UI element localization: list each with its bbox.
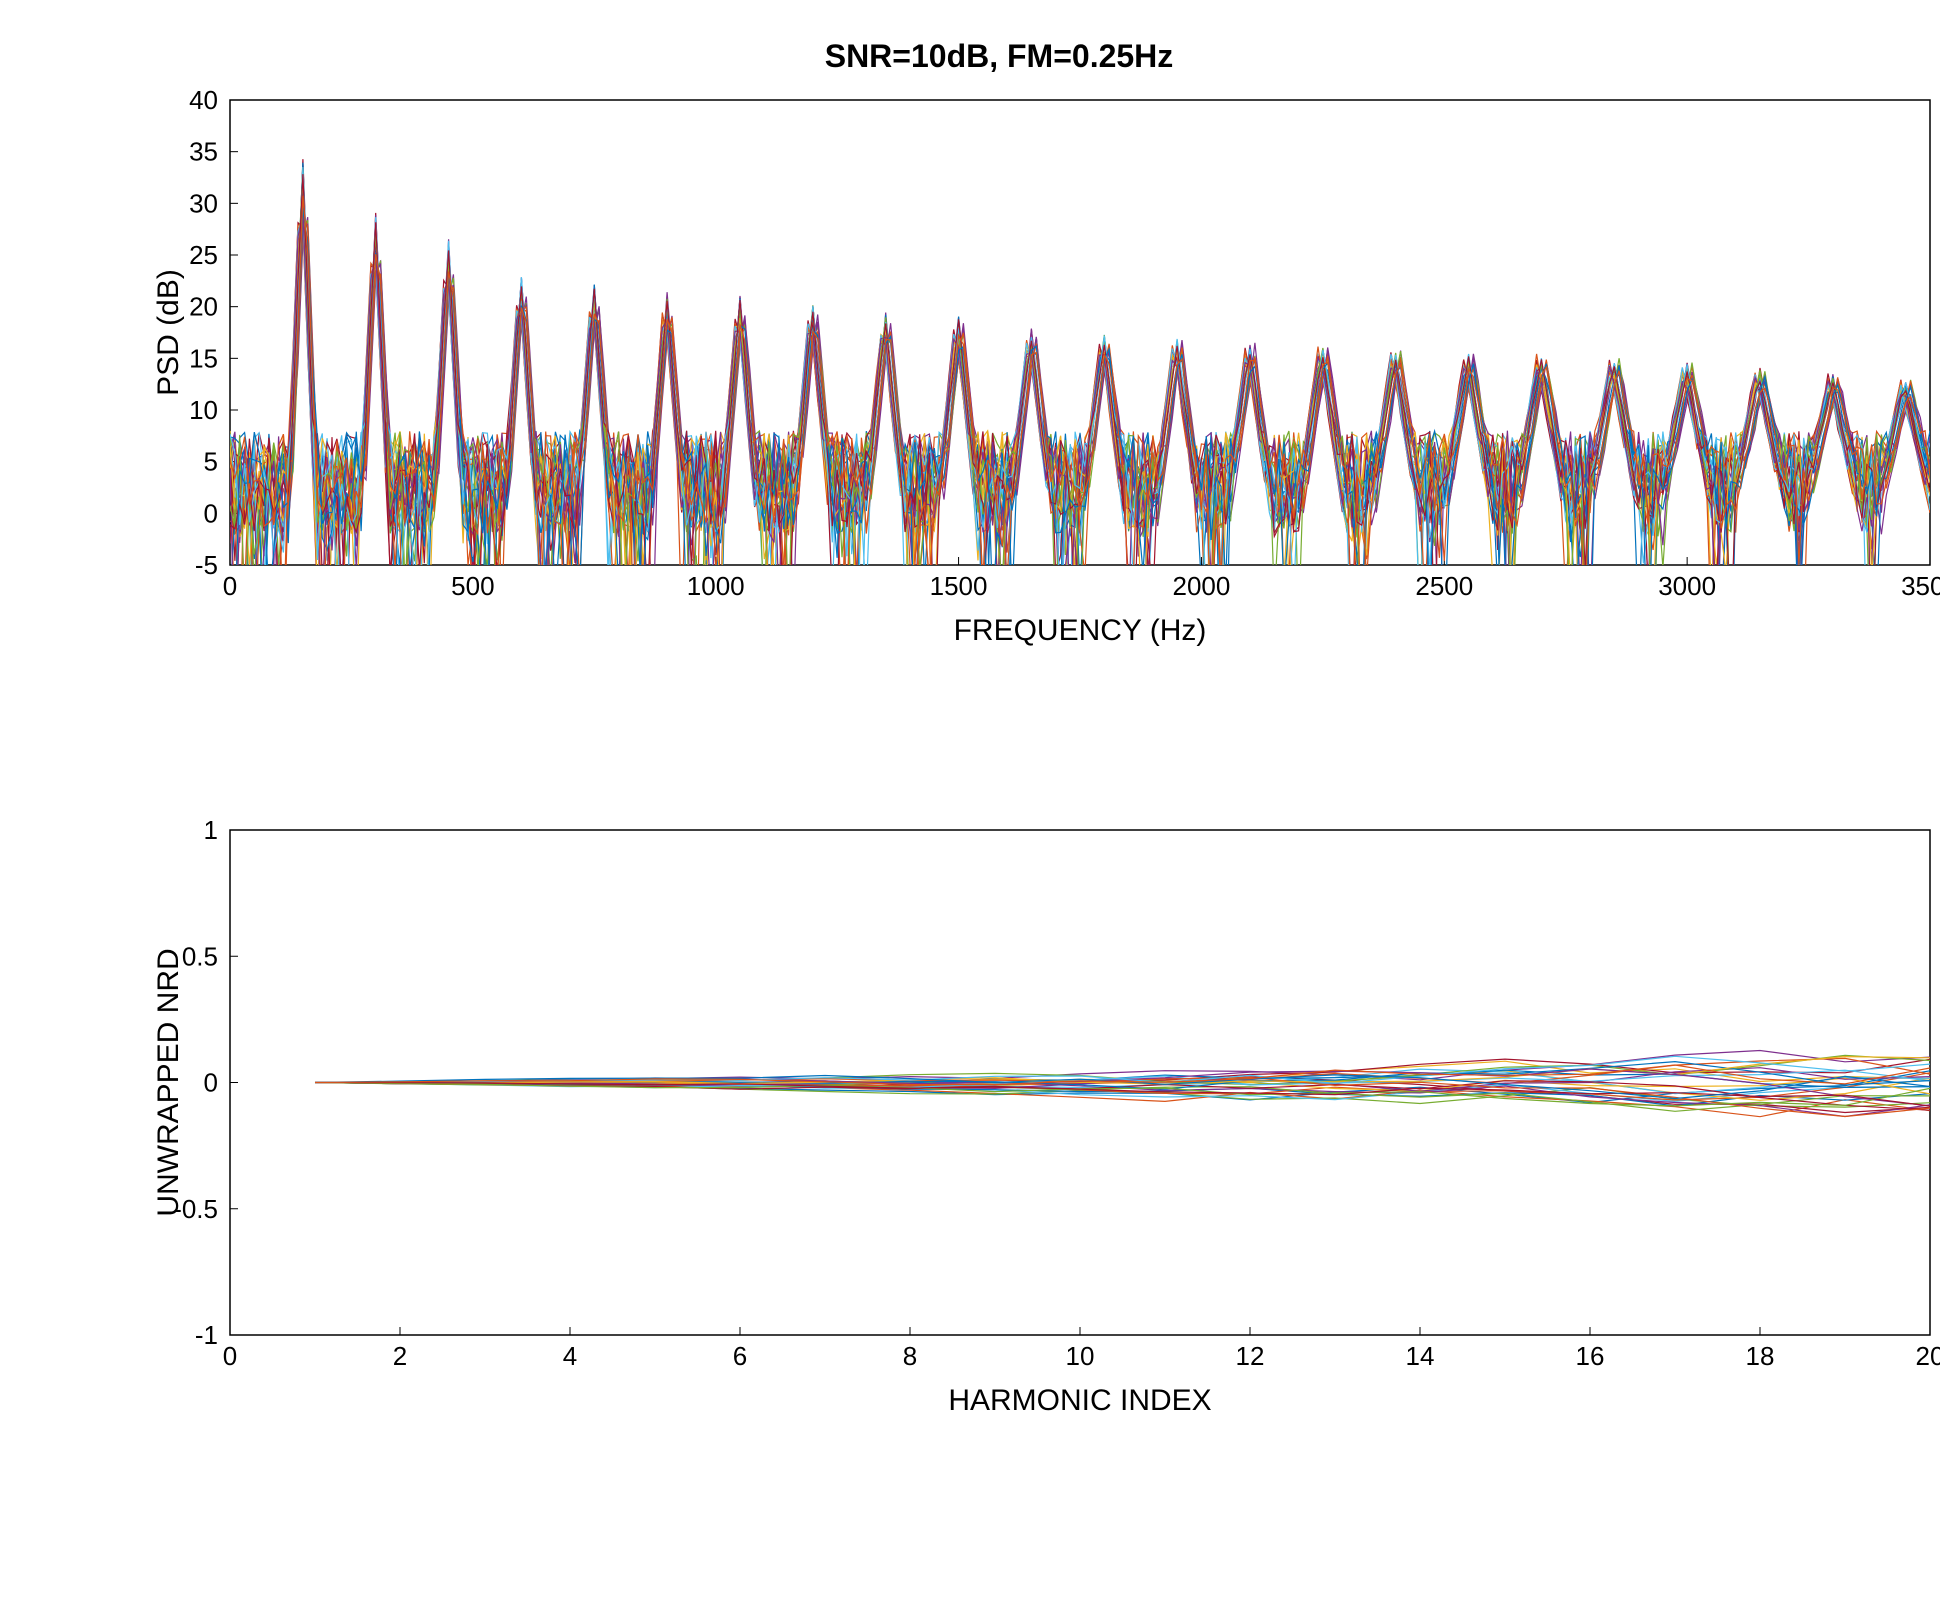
svg-text:0: 0	[223, 571, 237, 601]
psd-chart-svg: 0500100015002000250030003500-50510152025…	[150, 90, 1940, 650]
svg-text:0.5: 0.5	[182, 941, 218, 971]
svg-text:2000: 2000	[1173, 571, 1231, 601]
nrd-chart-svg: 02468101214161820-1-0.500.51HARMONIC IND…	[150, 820, 1940, 1420]
svg-text:18: 18	[1746, 1341, 1775, 1371]
svg-text:6: 6	[733, 1341, 747, 1371]
svg-text:10: 10	[1066, 1341, 1095, 1371]
svg-text:1: 1	[204, 820, 218, 845]
svg-text:35: 35	[189, 137, 218, 167]
svg-text:30: 30	[189, 188, 218, 218]
psd-subplot: 0500100015002000250030003500-50510152025…	[150, 90, 1940, 650]
svg-text:3000: 3000	[1658, 571, 1716, 601]
svg-text:1000: 1000	[687, 571, 745, 601]
svg-text:0: 0	[204, 498, 218, 528]
svg-text:500: 500	[451, 571, 494, 601]
svg-text:25: 25	[189, 240, 218, 270]
svg-text:0: 0	[204, 1068, 218, 1098]
svg-text:10: 10	[189, 395, 218, 425]
svg-text:4: 4	[563, 1341, 577, 1371]
svg-text:15: 15	[189, 343, 218, 373]
figure-container: SNR=10dB, FM=0.25Hz 05001000150020002500…	[20, 20, 1958, 1579]
svg-text:2: 2	[393, 1341, 407, 1371]
svg-text:PSD (dB): PSD (dB)	[152, 269, 185, 396]
svg-text:HARMONIC INDEX: HARMONIC INDEX	[948, 1384, 1211, 1417]
svg-text:-5: -5	[195, 550, 218, 580]
svg-text:2500: 2500	[1415, 571, 1473, 601]
svg-text:FREQUENCY (Hz): FREQUENCY (Hz)	[954, 614, 1207, 647]
svg-text:5: 5	[204, 447, 218, 477]
svg-text:-1: -1	[195, 1320, 218, 1350]
svg-text:16: 16	[1576, 1341, 1605, 1371]
svg-text:40: 40	[189, 90, 218, 115]
nrd-subplot: 02468101214161820-1-0.500.51HARMONIC IND…	[150, 820, 1940, 1420]
svg-text:UNWRAPPED NRD: UNWRAPPED NRD	[152, 948, 185, 1216]
svg-text:1500: 1500	[930, 571, 988, 601]
svg-text:12: 12	[1236, 1341, 1265, 1371]
svg-text:0: 0	[223, 1341, 237, 1371]
svg-text:3500: 3500	[1901, 571, 1940, 601]
svg-text:20: 20	[1916, 1341, 1940, 1371]
svg-text:14: 14	[1406, 1341, 1435, 1371]
figure-title: SNR=10dB, FM=0.25Hz	[20, 38, 1958, 75]
svg-text:8: 8	[903, 1341, 917, 1371]
svg-text:20: 20	[189, 292, 218, 322]
